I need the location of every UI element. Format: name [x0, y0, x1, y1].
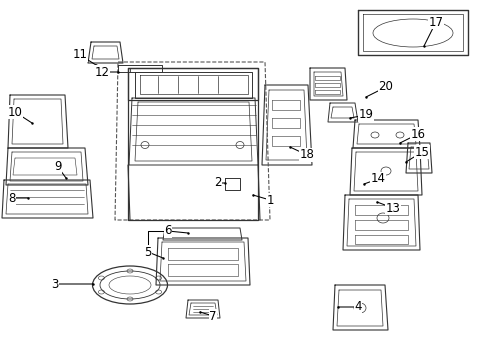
- Text: 11: 11: [73, 49, 88, 62]
- Text: 9: 9: [54, 161, 62, 174]
- Text: 1: 1: [266, 194, 274, 207]
- Text: 20: 20: [379, 81, 393, 94]
- Text: 4: 4: [354, 301, 362, 314]
- Text: 17: 17: [428, 15, 443, 28]
- Text: 13: 13: [386, 202, 400, 215]
- Text: 10: 10: [7, 105, 23, 118]
- Text: 16: 16: [411, 127, 425, 140]
- Text: 5: 5: [145, 246, 152, 258]
- Text: 3: 3: [51, 278, 59, 291]
- Text: 8: 8: [8, 192, 16, 204]
- Text: 2: 2: [214, 176, 222, 189]
- Text: 15: 15: [415, 145, 429, 158]
- Text: 14: 14: [370, 172, 386, 185]
- Text: 19: 19: [359, 108, 373, 122]
- Text: 12: 12: [95, 66, 109, 78]
- Text: 6: 6: [164, 225, 172, 238]
- Text: 18: 18: [299, 148, 315, 162]
- Text: 7: 7: [209, 310, 217, 323]
